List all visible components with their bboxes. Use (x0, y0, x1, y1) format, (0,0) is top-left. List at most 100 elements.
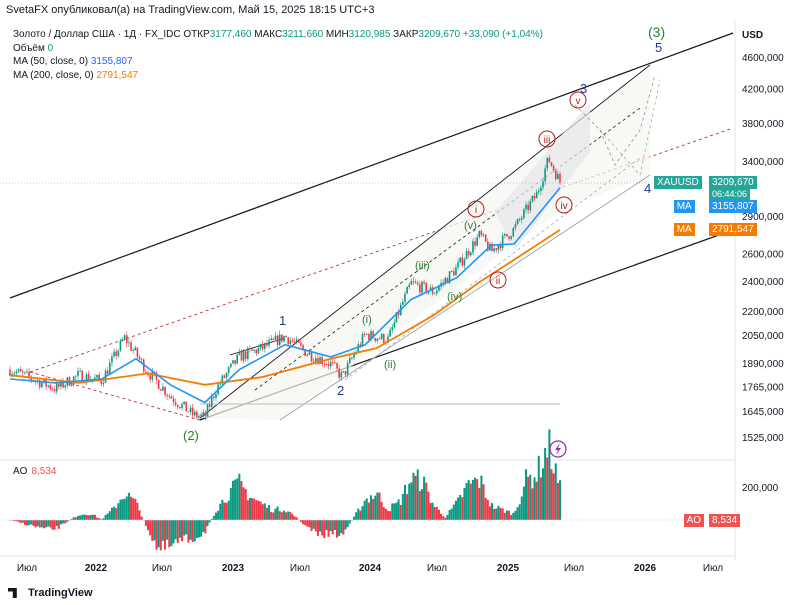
candle-body (81, 370, 84, 383)
ao-bar (115, 508, 118, 520)
ao-bar (525, 469, 528, 520)
ao-bar (331, 520, 334, 535)
ao-bar (325, 520, 328, 531)
candle-body (287, 337, 289, 345)
ao-bar (200, 520, 203, 537)
candle-body (535, 192, 538, 199)
ao-bar (401, 493, 404, 520)
candle-body (109, 362, 111, 374)
projection-path (574, 74, 656, 166)
candle-body (47, 385, 50, 387)
candle-body (353, 354, 355, 358)
ao-bar (353, 516, 356, 520)
ao-bar (66, 520, 69, 522)
ao-bar (181, 520, 184, 542)
ao-bar (166, 520, 169, 540)
candle-body (204, 412, 207, 417)
wave-label-p3: (3) (648, 24, 665, 40)
candle-body (291, 340, 294, 342)
candle-body (499, 245, 502, 249)
candle-body (41, 382, 43, 388)
candle-body (15, 371, 18, 374)
ao-bar (21, 520, 24, 523)
ao-bar (391, 503, 394, 520)
ao-bar (25, 520, 28, 526)
ao-bar (361, 506, 364, 520)
ao-tag-label: AO (683, 514, 705, 527)
ao-bar (338, 520, 341, 536)
ao-bar (244, 488, 247, 520)
inner-channel-lower (279, 174, 651, 421)
lightning-event-icon[interactable] (549, 440, 567, 458)
time-axis[interactable]: Июл 2022 Июл 2023 Июл 2024 Июл 2025 Июл 2026 Июл (17, 563, 723, 574)
ao-bar (221, 499, 224, 520)
candle-body (342, 371, 345, 373)
candle-body (51, 388, 54, 390)
candle-body (472, 241, 474, 253)
ao-bar (57, 520, 60, 529)
ao-bar (193, 520, 196, 542)
ao-bar (62, 520, 65, 524)
ma200-tag-value: 2791,547 (712, 224, 754, 235)
candle-body (304, 349, 306, 356)
ao-bar (134, 498, 137, 520)
candle-body (325, 364, 328, 365)
tradingview-logo[interactable]: TradingView (8, 587, 93, 599)
ao-bar (433, 506, 436, 520)
candle-body (314, 358, 317, 362)
time-axis-tick: Июл (703, 563, 723, 574)
candle-body (346, 362, 349, 375)
candle-body (155, 373, 158, 380)
ao-bar (102, 518, 105, 520)
ao-bar (251, 498, 254, 520)
ao-bar (395, 502, 398, 520)
ao-bar (380, 501, 383, 520)
candle-body (365, 333, 368, 335)
ao-bar (454, 500, 457, 520)
ao-bar (282, 510, 285, 520)
ao-bar (437, 509, 440, 520)
drawing-tools[interactable] (0, 32, 735, 421)
candle-body (210, 396, 213, 407)
candle-body (164, 386, 166, 395)
ma200-price-tag: MA 2791,547 (673, 223, 757, 236)
candle-body (264, 343, 266, 349)
candle-body (482, 234, 485, 236)
ao-bar (501, 508, 504, 520)
ao-bar (399, 504, 402, 520)
ao-bar (374, 495, 377, 520)
ao-bar (261, 504, 264, 520)
ao-bar (444, 517, 447, 520)
ao-bar (212, 515, 215, 520)
attribution-text: SvetaFX опубликовал(а) на TradingView.co… (6, 4, 375, 16)
candle-body (497, 245, 500, 251)
candle-body (174, 402, 177, 405)
ao-bar (36, 520, 39, 527)
ma50-value: 3155,807 (90, 56, 133, 67)
ao-bar (30, 520, 33, 525)
candle-body (537, 190, 540, 193)
ao-bar (389, 511, 392, 520)
ao-legend-label: AO (13, 466, 28, 477)
candle-body (395, 312, 398, 323)
candle-body (495, 248, 498, 251)
ao-bar (497, 505, 500, 520)
ao-bar (440, 513, 443, 520)
price-axis-tick: 4200,000 (742, 84, 784, 95)
ao-bar (327, 520, 330, 537)
ao-bar (442, 516, 445, 520)
candle-body (134, 347, 137, 351)
ao-bar (514, 511, 517, 520)
candle-body (87, 374, 90, 381)
ao-bar (367, 502, 370, 520)
candle-body (503, 233, 506, 236)
price-axis[interactable]: 4600,000 4200,000 3800,000 3400,000 2900,000… (742, 53, 784, 444)
candle-body (404, 293, 406, 302)
time-axis-tick: Июл (17, 563, 37, 574)
candle-body (170, 396, 173, 399)
ao-bar (548, 429, 551, 520)
candle-body (329, 361, 332, 367)
ao-bar (467, 480, 470, 520)
ao-bar (357, 508, 360, 520)
